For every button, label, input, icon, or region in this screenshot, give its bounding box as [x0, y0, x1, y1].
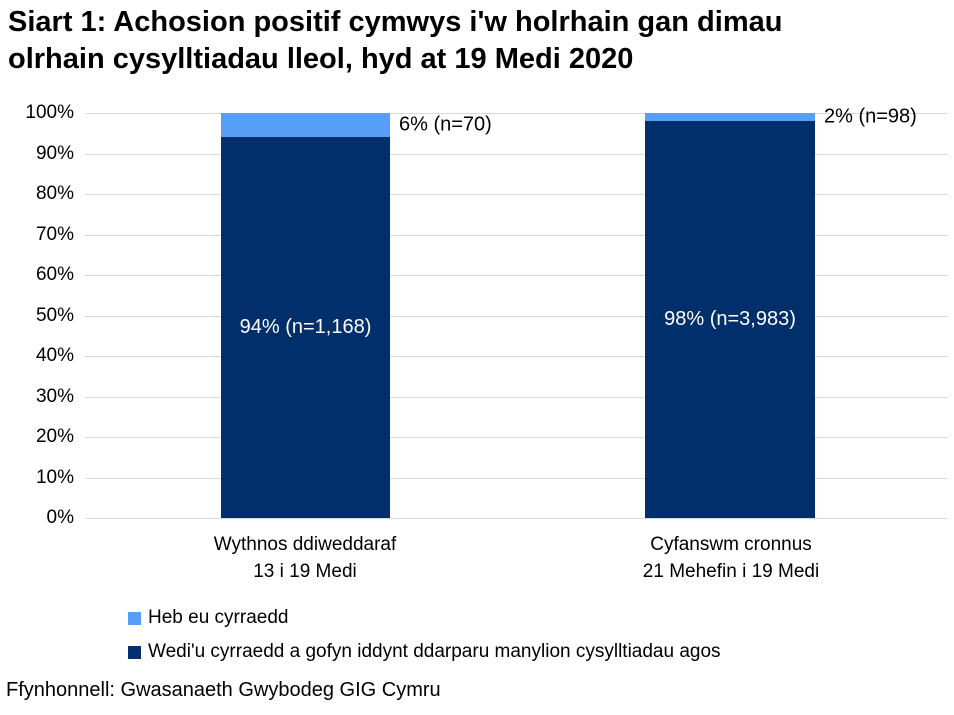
gridline: [85, 356, 948, 357]
data-label-reached: 98% (n=3,983): [664, 308, 796, 331]
chart-title-line1: Siart 1: Achosion positif cymwys i'w hol…: [8, 6, 783, 38]
gridline: [85, 234, 948, 236]
chart-title-line2: olrhain cysylltiadau lleol, hyd at 19 Me…: [8, 43, 634, 75]
data-label-reached: 94% (n=1,168): [239, 316, 372, 339]
bar-cumulative-total: 2% (n=98) 98% (n=3,983): [645, 106, 917, 518]
bar-segment-not-reached: 2% (n=98): [645, 106, 917, 128]
chart-title: Siart 1: Achosion positif cymwys i'w hol…: [8, 4, 782, 78]
plot-area: 6% (n=70) 94% (n=1,168) 2% (n=98) 98% (n…: [85, 106, 948, 519]
y-axis-tick-label: 30%: [35, 385, 74, 407]
x-axis-label-line2: 13 i 19 Medi: [253, 561, 357, 582]
gridline: [85, 477, 948, 479]
data-label-not-reached: 6% (n=70): [399, 113, 492, 136]
legend-label: Wedi'u cyrraedd a gofyn iddynt ddarparu …: [148, 641, 721, 662]
x-axis-label-line1: Wythnos ddiweddaraf: [213, 534, 397, 555]
legend-item-not-reached: Heb eu cyrraedd: [128, 606, 721, 630]
y-axis-tick-label: 60%: [35, 264, 74, 285]
gridline: [85, 275, 948, 276]
y-axis-tick-label: 90%: [35, 142, 74, 164]
y-axis-tick-label: 0%: [46, 507, 74, 528]
gridline: [85, 315, 948, 317]
x-axis-label-latest-week: Wythnos ddiweddaraf 13 i 19 Medi: [135, 531, 475, 585]
y-axis-tick-label: 70%: [35, 223, 74, 245]
legend-item-reached: Wedi'u cyrraedd a gofyn iddynt ddarparu …: [128, 640, 721, 664]
bar-segment-reached: 98% (n=3,983): [645, 121, 815, 518]
gridline: [85, 437, 948, 438]
legend-label: Heb eu cyrraedd: [148, 607, 289, 628]
gridline: [85, 194, 948, 195]
legend-swatch-light-blue-icon: [128, 611, 141, 625]
bar-latest-week: 6% (n=70) 94% (n=1,168): [221, 113, 492, 518]
y-axis-tick-label: 50%: [35, 304, 74, 326]
y-axis-tick-label: 40%: [35, 345, 74, 366]
y-axis-tick-label: 80%: [35, 183, 74, 204]
legend-swatch-dark-blue-icon: [128, 645, 141, 659]
legend: Heb eu cyrraedd Wedi'u cyrraedd a gofyn …: [128, 606, 721, 674]
bar-segment-reached: 94% (n=1,168): [221, 137, 390, 518]
x-axis-label-cumulative: Cyfanswm cronnus 21 Mehefin i 19 Medi: [561, 531, 901, 585]
x-axis-label-line1: Cyfanswm cronnus: [650, 534, 812, 555]
y-axis-tick-label: 20%: [35, 426, 74, 447]
source-note: Ffynhonnell: Gwasanaeth Gwybodeg GIG Cym…: [6, 679, 441, 701]
gridline: [85, 153, 948, 155]
gridline: [85, 113, 948, 114]
x-axis-label-line2: 21 Mehefin i 19 Medi: [642, 561, 820, 582]
gridline: [85, 396, 948, 398]
y-axis: 100% 90% 80% 70% 60% 50% 40% 30% 20% 10% 0%: [0, 102, 74, 528]
gridline: [85, 518, 948, 519]
y-axis-tick-label: 100%: [25, 102, 74, 123]
data-label-not-reached: 2% (n=98): [824, 105, 917, 128]
bar-segment-not-reached: 6% (n=70): [221, 113, 492, 138]
y-axis-tick-label: 10%: [35, 466, 74, 488]
